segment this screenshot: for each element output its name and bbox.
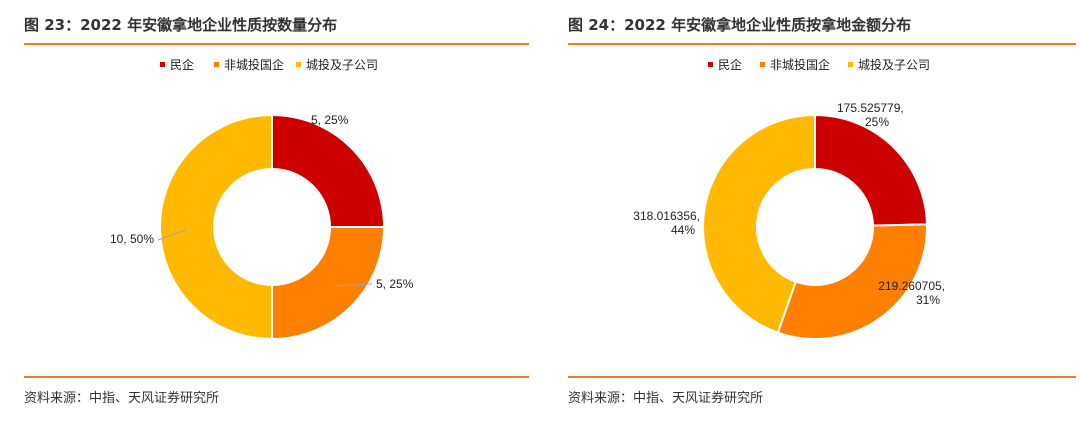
legend-swatch (214, 62, 219, 67)
donut-chart-count: 民企 非城投国企 城投及子公司 5, 25% 5, 25% 10, 50% (110, 57, 414, 341)
figure-title: 图 24：2022 年安徽拿地企业性质按拿地金额分布 (568, 16, 912, 34)
source-divider (24, 376, 529, 378)
source-note: 资料来源：中指、天风证券研究所 (24, 391, 220, 406)
legend-label: 非城投国企 (224, 57, 284, 72)
data-label: 175.525779, 25% (837, 101, 904, 129)
title-divider (568, 43, 1076, 45)
donut-slice-3 (159, 113, 273, 341)
legend-swatch (848, 62, 853, 67)
legend-item: 城投及子公司 (296, 57, 378, 72)
data-label: 10, 50% (110, 232, 154, 246)
donut-slice-1 (814, 113, 928, 227)
figure-23-panel: 图 23：2022 年安徽拿地企业性质按数量分布 民企 非城投国企 城投及子公司 5,… (24, 16, 529, 406)
legend-label: 城投及子公司 (306, 57, 378, 72)
legend-swatch (760, 62, 765, 67)
data-label: 219.260705, 31% (878, 279, 945, 307)
figure-24-panel: 图 24：2022 年安徽拿地企业性质按拿地金额分布 民企 非城投国企 城投及子公司… (560, 0, 1080, 425)
source-note: 资料来源：中指、天风证券研究所 (568, 391, 764, 406)
legend-label: 民企 (718, 57, 742, 72)
legend-swatch (296, 62, 301, 67)
legend-item: 民企 (160, 57, 194, 72)
leader-line (157, 229, 187, 241)
donut-slice-2 (271, 226, 386, 341)
legend-swatch (160, 62, 165, 67)
legend-label: 非城投国企 (770, 57, 830, 72)
legend-item: 非城投国企 (760, 57, 830, 72)
data-label: 5, 25% (376, 277, 414, 291)
donut-slice-3 (702, 113, 816, 334)
legend-item: 非城投国企 (214, 57, 284, 72)
figure-title: 图 23：2022 年安徽拿地企业性质按数量分布 (24, 16, 338, 34)
data-label: 318.016356, 44% (633, 209, 700, 237)
donut-slice-1 (271, 113, 386, 228)
legend-item: 民企 (708, 57, 742, 72)
source-divider (568, 376, 1076, 378)
data-label: 5, 25% (311, 113, 349, 127)
legend-swatch (708, 62, 713, 67)
leader-line (334, 283, 373, 287)
donut-slice-2 (776, 223, 928, 340)
legend-item: 城投及子公司 (848, 57, 930, 72)
title-divider (24, 43, 529, 45)
legend-label: 城投及子公司 (858, 57, 930, 72)
donut-chart-amount: 民企 非城投国企 城投及子公司 175.525779, 25% 219.260705, 31… (633, 57, 945, 340)
legend-label: 民企 (170, 57, 194, 72)
